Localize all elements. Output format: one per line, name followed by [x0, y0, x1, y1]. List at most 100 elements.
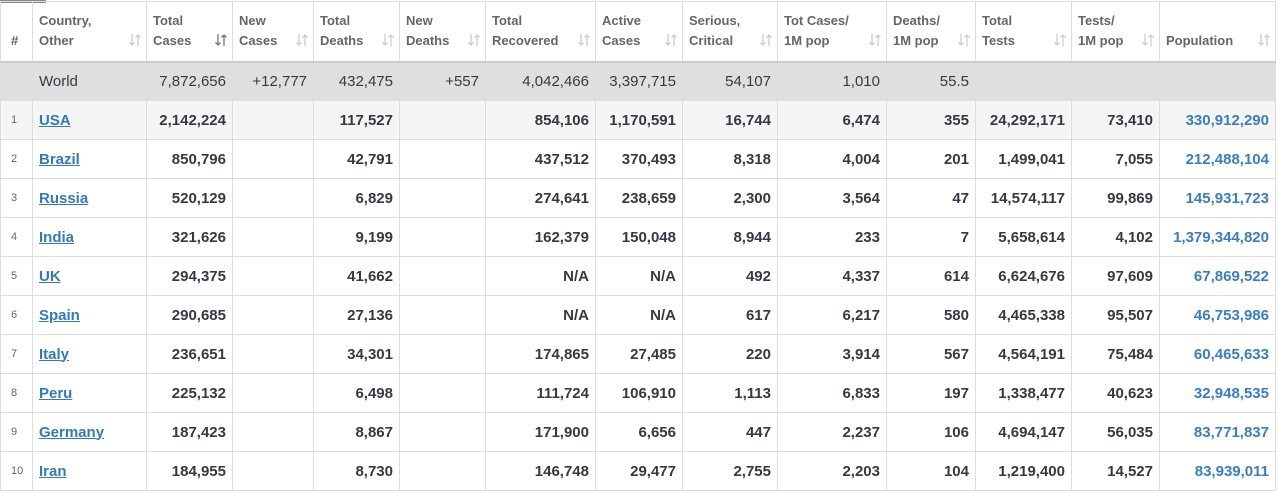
cell: Russia	[32, 178, 147, 218]
column-header[interactable]: Population	[1159, 1, 1276, 62]
cell: 7	[886, 217, 976, 257]
header-text: Total	[492, 12, 523, 28]
header-text: New	[406, 12, 433, 28]
country-row: 8 Peru 225,132 6,498 111,724 106,910 1,113 6,83…	[0, 373, 1276, 413]
sort-icon	[665, 33, 677, 46]
population-link[interactable]: 83,939,011	[1194, 462, 1269, 480]
cell: 60,465,633	[1159, 334, 1276, 374]
cell: Peru	[32, 373, 147, 413]
cell	[1159, 60, 1276, 101]
population-link[interactable]: 46,753,986	[1193, 306, 1269, 324]
population-link[interactable]: 145,931,723	[1185, 189, 1269, 207]
cell	[232, 256, 314, 296]
country-link[interactable]: India	[39, 228, 75, 246]
cell: 8,318	[682, 139, 778, 179]
column-header[interactable]: Total Tests	[975, 1, 1072, 62]
cell: 184,955	[146, 451, 233, 491]
cell	[399, 451, 486, 491]
column-header[interactable]: Total Deaths	[313, 1, 400, 62]
population-link[interactable]: 32,948,535	[1193, 384, 1269, 402]
column-header[interactable]: Tot Cases/1M pop	[777, 1, 887, 62]
cell: 32,948,535	[1159, 373, 1276, 413]
cell: India	[32, 217, 147, 257]
cell	[232, 451, 314, 491]
cell: 1,219,400	[975, 451, 1072, 491]
cell: 6,656	[595, 412, 683, 452]
cell: Iran	[32, 451, 147, 491]
country-link[interactable]: Spain	[39, 306, 80, 324]
country-link[interactable]: USA	[39, 111, 71, 129]
country-row: 6 Spain 290,685 27,136 N/A N/A 617 6,217 580 4,46…	[0, 295, 1276, 335]
cell: 75,484	[1071, 334, 1160, 374]
cell: 174,865	[485, 334, 596, 374]
world-row: World 7,872,656 +12,777 432,475 +557 4,042,46…	[0, 60, 1276, 101]
column-header[interactable]: Deaths/1M pop	[886, 1, 976, 62]
cell: 225,132	[146, 373, 233, 413]
country-link[interactable]: Iran	[39, 462, 67, 480]
column-header[interactable]: Tests/1M pop	[1071, 1, 1160, 62]
cell: 6,498	[313, 373, 400, 413]
cell: 162,379	[485, 217, 596, 257]
cell: 447	[682, 412, 778, 452]
cell: +557	[399, 60, 486, 101]
cell: 9	[0, 412, 33, 452]
column-header[interactable]: New Deaths	[399, 1, 486, 62]
cell: 106,910	[595, 373, 683, 413]
country-link[interactable]: UK	[39, 267, 61, 285]
country-link[interactable]: Brazil	[39, 150, 80, 168]
cell: 1,113	[682, 373, 778, 413]
population-link[interactable]: 1,379,344,820	[1173, 228, 1269, 246]
population-link[interactable]: 83,771,837	[1193, 423, 1269, 441]
column-header[interactable]: New Cases	[232, 1, 314, 62]
cell	[232, 178, 314, 218]
cell: 2,203	[777, 451, 887, 491]
cell: 233	[777, 217, 887, 257]
cell	[975, 60, 1072, 101]
cell: 7	[0, 334, 33, 374]
cell: 520,129	[146, 178, 233, 218]
column-header[interactable]: Active Cases	[595, 1, 683, 62]
cell: 1,338,477	[975, 373, 1072, 413]
sort-icon	[1142, 33, 1154, 46]
country-link[interactable]: Italy	[39, 345, 70, 363]
cell: 3,914	[777, 334, 887, 374]
cell: 437,512	[485, 139, 596, 179]
country-link[interactable]: Peru	[39, 384, 73, 402]
country-link[interactable]: Germany	[39, 423, 105, 441]
cell	[399, 256, 486, 296]
header-text: Critical	[689, 32, 734, 48]
cell: 294,375	[146, 256, 233, 296]
cell	[399, 139, 486, 179]
population-link[interactable]: 212,488,104	[1185, 150, 1269, 168]
country-link[interactable]: Russia	[39, 189, 89, 207]
cell: 34,301	[313, 334, 400, 374]
cell: 46,753,986	[1159, 295, 1276, 335]
column-header[interactable]: Serious, Critical	[682, 1, 778, 62]
cell: 4,102	[1071, 217, 1160, 257]
header-text: Cases	[602, 32, 641, 48]
population-link[interactable]: 60,465,633	[1193, 345, 1269, 363]
cell: UK	[32, 256, 147, 296]
cell: 236,651	[146, 334, 233, 374]
cell: 67,869,522	[1159, 256, 1276, 296]
table-body: World 7,872,656 +12,777 432,475 +557 4,042,46…	[0, 60, 1276, 491]
cell	[399, 295, 486, 335]
cell: 29,477	[595, 451, 683, 491]
population-link[interactable]: 67,869,522	[1193, 267, 1269, 285]
cell: 370,493	[595, 139, 683, 179]
cell	[1071, 60, 1160, 101]
cell: 4,564,191	[975, 334, 1072, 374]
cell: USA	[32, 100, 147, 140]
header-text: Tot Cases/	[784, 12, 849, 28]
cell: 171,900	[485, 412, 596, 452]
sort-icon	[215, 33, 227, 46]
column-header[interactable]: Country, Other	[32, 1, 147, 62]
cell: 3,397,715	[595, 60, 683, 101]
cell: 47	[886, 178, 976, 218]
header-text: Recovered	[492, 32, 559, 48]
column-header[interactable]: Total Recovered	[485, 1, 596, 62]
column-header[interactable]: Total Cases	[146, 1, 233, 62]
cell: 6,833	[777, 373, 887, 413]
population-link[interactable]: 330,912,290	[1185, 111, 1269, 129]
cell: 14,574,117	[975, 178, 1072, 218]
